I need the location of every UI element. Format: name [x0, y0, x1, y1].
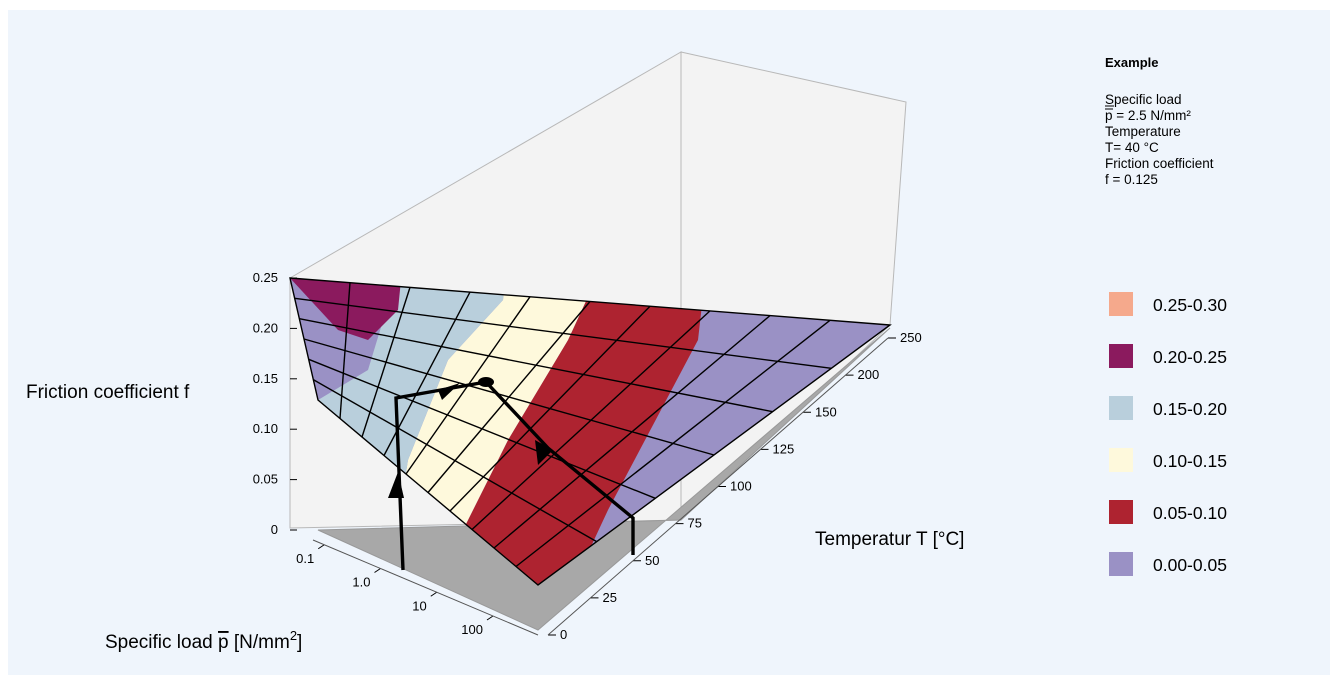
friction-tick-label: 0.10 — [253, 421, 278, 436]
friction-tick-label: 0.15 — [253, 371, 278, 386]
temperature-tick-label: 250 — [900, 330, 922, 345]
temperature-tick-label: 50 — [645, 553, 659, 568]
surface-grid-line — [308, 358, 656, 499]
chart-panel: 0 0.05 0.10 0.15 0.20 0.25 0 25 50 75 100 125 150 20… — [8, 10, 1330, 675]
friction-surface-chart: 0 0.05 0.10 0.15 0.20 0.25 0 25 50 75 100 125 150 20… — [26, 51, 1227, 653]
surface-band-0-10-0-15 — [388, 278, 598, 585]
friction-axis-title: Friction coefficient f — [26, 382, 190, 403]
load-tick-mark — [430, 591, 438, 597]
legend-swatch — [1109, 552, 1133, 576]
legend-label: 0.00-0.05 — [1153, 555, 1227, 575]
temperature-tick-label: 125 — [773, 441, 795, 456]
load-tick-mark — [317, 544, 325, 550]
legend-swatch — [1109, 396, 1133, 420]
legend-label: 0.15-0.20 — [1153, 399, 1227, 419]
example-arrow-up — [388, 472, 404, 498]
surface-outline — [289, 277, 892, 586]
surface-band-0-05-0-10 — [463, 278, 708, 585]
surface-grid-line — [299, 317, 773, 413]
example-load-value: p = 2.5 N/mm² — [1105, 108, 1191, 123]
temperature-axis-title: Temperatur T [°C] — [815, 529, 964, 550]
legend-label: 0.25-0.30 — [1153, 295, 1227, 315]
temperature-tick-label: 25 — [603, 590, 617, 605]
example-arrow-right — [438, 383, 460, 400]
surface-grid-line — [312, 379, 598, 543]
legend-label: 0.05-0.10 — [1153, 503, 1227, 523]
example-point — [478, 377, 494, 387]
friction-axis-ticks: 0 0.05 0.10 0.15 0.20 0.25 — [253, 270, 297, 537]
load-axis-line — [312, 539, 539, 636]
legend-swatch — [1109, 500, 1133, 524]
load-tick-label: 1.0 — [352, 575, 370, 590]
surface-grid-line — [303, 338, 715, 456]
load-tick-mark — [374, 568, 381, 573]
example-annotation: Example Specific load p = 2.5 N/mm² Temp… — [1105, 55, 1214, 187]
legend-swatch — [1109, 292, 1133, 316]
example-arrow-diag — [535, 440, 553, 465]
load-tick-label: 100 — [461, 622, 483, 637]
example-temperature-label: Temperature — [1105, 124, 1181, 139]
example-load-line — [394, 380, 487, 571]
temperature-tick-label: 150 — [815, 404, 837, 419]
temperature-tick-label: 200 — [858, 367, 880, 382]
surface-grid — [294, 282, 832, 568]
load-tick-label: 10 — [412, 598, 426, 613]
temperature-axis-ticks: 0 25 50 75 100 125 150 200 250 — [547, 330, 922, 642]
friction-tick-label: 0 — [271, 522, 278, 537]
temperature-tick-label: 75 — [688, 516, 702, 531]
legend-swatch — [1109, 448, 1133, 472]
temperature-axis-line — [547, 337, 889, 636]
surface-grid-line — [294, 297, 832, 370]
friction-tick-label: 0.05 — [253, 472, 278, 487]
example-friction-label: Friction coefficient — [1105, 156, 1214, 171]
legend-label: 0.20-0.25 — [1153, 347, 1227, 367]
friction-tick-label: 0.20 — [253, 320, 278, 335]
example-temperature-value: T= 40 °C — [1105, 140, 1159, 155]
legend-label: 0.10-0.15 — [1153, 451, 1227, 471]
legend: 0.25-0.30 0.20-0.25 0.15-0.20 0.10-0.15 0.05… — [1109, 292, 1227, 576]
example-path — [388, 377, 635, 571]
load-axis-ticks: 0.1 1.0 10 100 — [296, 539, 539, 637]
friction-tick-label: 0.25 — [253, 270, 278, 285]
load-axis-symbol: p — [218, 632, 229, 653]
example-temperature-line — [484, 380, 635, 555]
temperature-tick-label: 100 — [730, 479, 752, 494]
example-title: Example — [1105, 55, 1158, 70]
load-axis-title: Specific load p [N/mm2] — [105, 628, 302, 653]
temperature-tick-label: 0 — [560, 627, 567, 642]
example-friction-value: f = 0.125 — [1105, 172, 1158, 187]
load-tick-label: 0.1 — [296, 551, 314, 566]
load-tick-mark — [486, 615, 494, 621]
legend-swatch — [1109, 344, 1133, 368]
example-load-label: Specific load — [1105, 92, 1182, 107]
